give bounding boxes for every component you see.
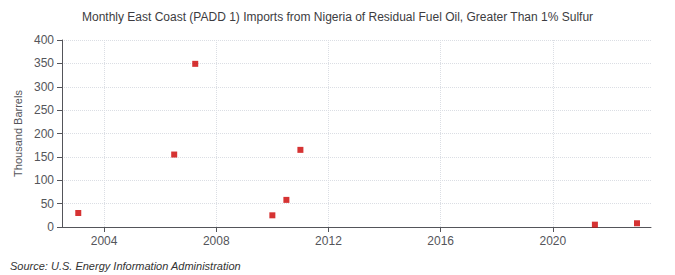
svg-text:300: 300: [34, 80, 54, 94]
svg-text:Monthly East Coast (PADD 1) Im: Monthly East Coast (PADD 1) Imports from…: [82, 10, 593, 24]
svg-text:50: 50: [41, 197, 55, 211]
svg-text:2004: 2004: [91, 234, 118, 248]
svg-text:150: 150: [34, 150, 54, 164]
svg-text:2020: 2020: [539, 234, 566, 248]
svg-text:350: 350: [34, 56, 54, 70]
svg-text:200: 200: [34, 127, 54, 141]
svg-text:Thousand Barrels: Thousand Barrels: [12, 90, 24, 177]
svg-text:2012: 2012: [315, 234, 342, 248]
svg-text:2008: 2008: [203, 234, 230, 248]
svg-text:Source: U.S. Energy Informatio: Source: U.S. Energy Information Administ…: [10, 260, 241, 272]
svg-text:400: 400: [34, 33, 54, 47]
svg-text:0: 0: [47, 220, 54, 234]
svg-text:250: 250: [34, 103, 54, 117]
svg-text:2016: 2016: [427, 234, 454, 248]
svg-text:100: 100: [34, 173, 54, 187]
